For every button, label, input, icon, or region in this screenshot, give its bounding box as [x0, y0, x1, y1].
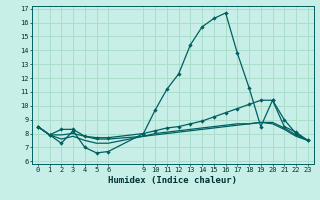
X-axis label: Humidex (Indice chaleur): Humidex (Indice chaleur)	[108, 176, 237, 185]
